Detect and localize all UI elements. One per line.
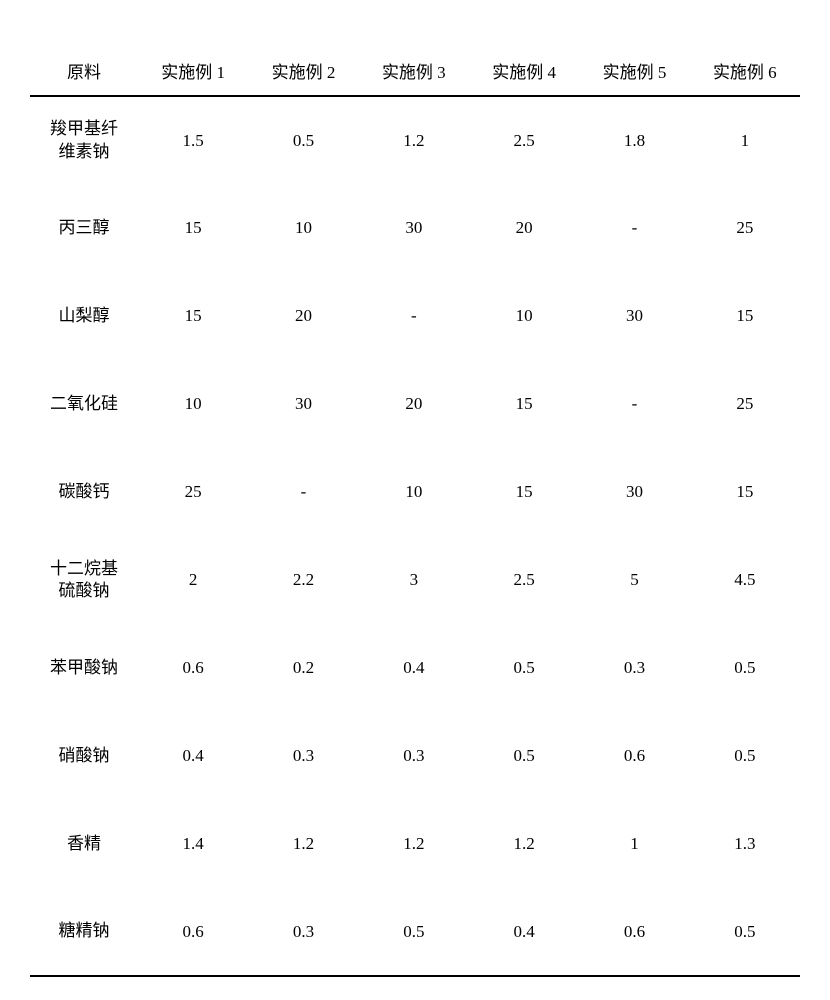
material-name-cell: 硝酸钠 bbox=[30, 712, 138, 800]
value-cell: 30 bbox=[579, 272, 689, 360]
value-cell: - bbox=[579, 184, 689, 272]
header-col-3: 实施例 3 bbox=[359, 40, 469, 96]
value-cell: 0.5 bbox=[469, 712, 579, 800]
value-cell: 0.5 bbox=[248, 96, 358, 184]
header-col-6: 实施例 6 bbox=[690, 40, 800, 96]
table-row: 糖精钠0.60.30.50.40.60.5 bbox=[30, 888, 800, 976]
value-cell: - bbox=[248, 448, 358, 536]
value-cell: 0.3 bbox=[248, 888, 358, 976]
header-col-4: 实施例 4 bbox=[469, 40, 579, 96]
value-cell: 1.2 bbox=[359, 96, 469, 184]
value-cell: 0.4 bbox=[359, 624, 469, 712]
header-col-1: 实施例 1 bbox=[138, 40, 248, 96]
value-cell: 10 bbox=[469, 272, 579, 360]
value-cell: 1 bbox=[690, 96, 800, 184]
value-cell: 0.5 bbox=[359, 888, 469, 976]
table-body: 羧甲基纤维素钠1.50.51.22.51.81丙三醇15103020-25山梨醇… bbox=[30, 96, 800, 976]
value-cell: 0.6 bbox=[138, 624, 248, 712]
value-cell: 0.2 bbox=[248, 624, 358, 712]
value-cell: 0.6 bbox=[579, 712, 689, 800]
value-cell: 1.2 bbox=[248, 800, 358, 888]
value-cell: 2.2 bbox=[248, 536, 358, 624]
value-cell: 0.5 bbox=[690, 888, 800, 976]
header-col-2: 实施例 2 bbox=[248, 40, 358, 96]
value-cell: 1.2 bbox=[469, 800, 579, 888]
value-cell: 10 bbox=[248, 184, 358, 272]
table-row: 香精1.41.21.21.211.3 bbox=[30, 800, 800, 888]
value-cell: 2.5 bbox=[469, 536, 579, 624]
value-cell: 10 bbox=[138, 360, 248, 448]
value-cell: 0.5 bbox=[690, 624, 800, 712]
value-cell: 4.5 bbox=[690, 536, 800, 624]
value-cell: 20 bbox=[469, 184, 579, 272]
value-cell: 1.5 bbox=[138, 96, 248, 184]
header-col-5: 实施例 5 bbox=[579, 40, 689, 96]
value-cell: 1.4 bbox=[138, 800, 248, 888]
table-row: 山梨醇1520-103015 bbox=[30, 272, 800, 360]
value-cell: 1.8 bbox=[579, 96, 689, 184]
value-cell: 5 bbox=[579, 536, 689, 624]
value-cell: 0.3 bbox=[579, 624, 689, 712]
material-name-cell: 十二烷基硫酸钠 bbox=[30, 536, 138, 624]
table-row: 二氧化硅10302015-25 bbox=[30, 360, 800, 448]
table-row: 丙三醇15103020-25 bbox=[30, 184, 800, 272]
material-name-cell: 碳酸钙 bbox=[30, 448, 138, 536]
value-cell: 15 bbox=[690, 272, 800, 360]
value-cell: 0.6 bbox=[138, 888, 248, 976]
value-cell: 20 bbox=[248, 272, 358, 360]
material-name-cell: 苯甲酸钠 bbox=[30, 624, 138, 712]
table-row: 碳酸钙25-10153015 bbox=[30, 448, 800, 536]
material-name-cell: 香精 bbox=[30, 800, 138, 888]
value-cell: - bbox=[579, 360, 689, 448]
value-cell: 15 bbox=[138, 184, 248, 272]
material-name-cell: 糖精钠 bbox=[30, 888, 138, 976]
value-cell: 1.2 bbox=[359, 800, 469, 888]
value-cell: 10 bbox=[359, 448, 469, 536]
value-cell: 1.3 bbox=[690, 800, 800, 888]
table-row: 十二烷基硫酸钠22.232.554.5 bbox=[30, 536, 800, 624]
value-cell: 0.5 bbox=[469, 624, 579, 712]
table-row: 羧甲基纤维素钠1.50.51.22.51.81 bbox=[30, 96, 800, 184]
value-cell: 25 bbox=[690, 360, 800, 448]
table-row: 苯甲酸钠0.60.20.40.50.30.5 bbox=[30, 624, 800, 712]
value-cell: 25 bbox=[138, 448, 248, 536]
value-cell: 0.5 bbox=[690, 712, 800, 800]
value-cell: 30 bbox=[248, 360, 358, 448]
table-row: 硝酸钠0.40.30.30.50.60.5 bbox=[30, 712, 800, 800]
value-cell: 2.5 bbox=[469, 96, 579, 184]
material-name-cell: 丙三醇 bbox=[30, 184, 138, 272]
value-cell: 30 bbox=[579, 448, 689, 536]
value-cell: 0.4 bbox=[138, 712, 248, 800]
material-name-cell: 山梨醇 bbox=[30, 272, 138, 360]
composition-table: 原料 实施例 1 实施例 2 实施例 3 实施例 4 实施例 5 实施例 6 羧… bbox=[30, 40, 800, 977]
table-header-row: 原料 实施例 1 实施例 2 实施例 3 实施例 4 实施例 5 实施例 6 bbox=[30, 40, 800, 96]
value-cell: 20 bbox=[359, 360, 469, 448]
value-cell: 0.4 bbox=[469, 888, 579, 976]
value-cell: 15 bbox=[469, 448, 579, 536]
value-cell: 2 bbox=[138, 536, 248, 624]
value-cell: 0.3 bbox=[248, 712, 358, 800]
value-cell: 15 bbox=[138, 272, 248, 360]
material-name-cell: 羧甲基纤维素钠 bbox=[30, 96, 138, 184]
value-cell: 0.6 bbox=[579, 888, 689, 976]
header-material-label: 原料 bbox=[30, 40, 138, 96]
value-cell: 3 bbox=[359, 536, 469, 624]
material-name-cell: 二氧化硅 bbox=[30, 360, 138, 448]
value-cell: 25 bbox=[690, 184, 800, 272]
value-cell: 15 bbox=[469, 360, 579, 448]
value-cell: 30 bbox=[359, 184, 469, 272]
value-cell: 1 bbox=[579, 800, 689, 888]
value-cell: - bbox=[359, 272, 469, 360]
value-cell: 0.3 bbox=[359, 712, 469, 800]
value-cell: 15 bbox=[690, 448, 800, 536]
